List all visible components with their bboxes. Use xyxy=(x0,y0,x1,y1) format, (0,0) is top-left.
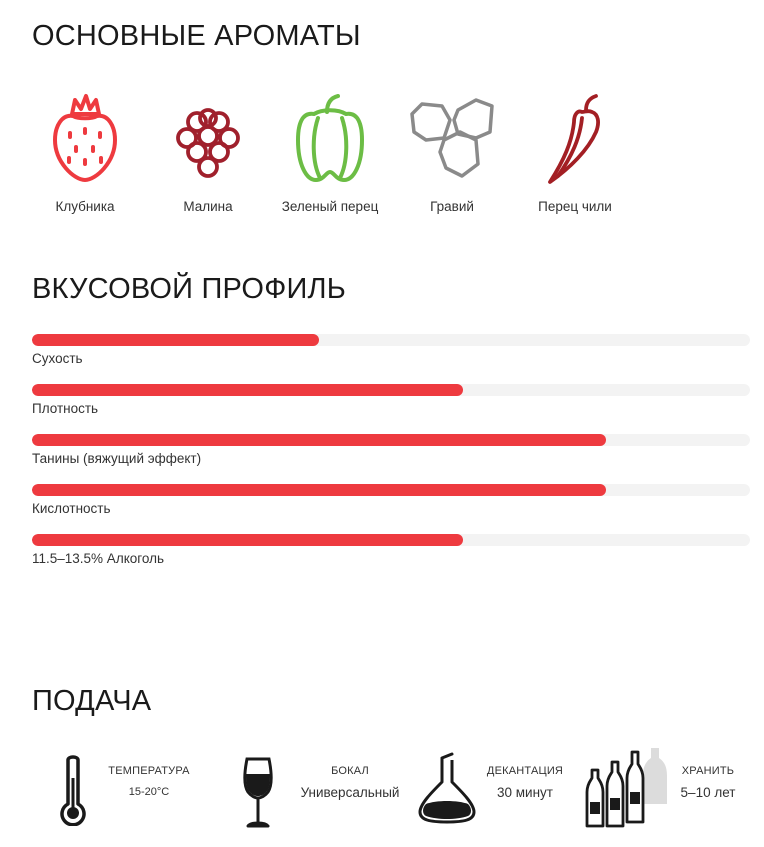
aroma-item: Малина xyxy=(143,92,273,214)
taste-bar-alcohol: 11.5–13.5% Алкоголь xyxy=(32,534,750,566)
aroma-label: Гравий xyxy=(430,199,474,214)
serving-value: Универсальный xyxy=(300,785,400,800)
taste-bar-acidity: Кислотность xyxy=(32,484,750,516)
serving-temperature: ТЕМПЕРАТУРА 15-20°C xyxy=(84,765,214,798)
serving-title: ХРАНИТЬ xyxy=(681,765,735,777)
serving-title: БОКАЛ xyxy=(331,765,369,777)
serving-value: 30 минут xyxy=(497,785,553,800)
aroma-label: Клубника xyxy=(55,199,115,214)
aroma-item: Перец чили xyxy=(510,92,640,214)
serving-title: ТЕМПЕРАТУРА xyxy=(108,765,190,777)
thermometer-icon xyxy=(60,755,86,826)
wine-glass-icon xyxy=(243,757,273,828)
aroma-item: Клубника xyxy=(20,92,150,214)
bar-fill xyxy=(32,334,320,346)
serving-heading: ПОДАЧА xyxy=(32,685,152,717)
gravel-icon xyxy=(410,98,494,178)
serving-value: 15-20°C xyxy=(128,786,170,798)
bar-fill xyxy=(32,534,463,546)
aromas-heading: ОСНОВНЫЕ АРОМАТЫ xyxy=(32,20,361,52)
taste-profile-heading: ВКУСОВОЙ ПРОФИЛЬ xyxy=(32,273,346,305)
aroma-item: Зеленый перец xyxy=(265,92,395,214)
taste-bar-body: Плотность xyxy=(32,384,750,416)
bar-track xyxy=(32,384,750,396)
bar-track xyxy=(32,484,750,496)
serving-value: 5–10 лет xyxy=(680,785,736,800)
bar-fill xyxy=(32,484,607,496)
bar-label: Сухость xyxy=(32,351,83,366)
bar-track xyxy=(32,334,750,346)
serving-title: ДЕКАНТАЦИЯ xyxy=(486,765,564,777)
taste-bar-tannins: Танины (вяжущий эффект) xyxy=(32,434,750,466)
bar-label: Плотность xyxy=(32,401,99,416)
bar-label: Кислотность xyxy=(32,501,111,516)
taste-bar-dryness: Сухость xyxy=(32,334,750,366)
bar-track xyxy=(32,534,750,546)
aroma-label: Зеленый перец xyxy=(281,199,379,214)
bar-fill xyxy=(32,384,463,396)
green-pepper-icon xyxy=(296,94,364,182)
bar-track xyxy=(32,434,750,446)
bar-fill xyxy=(32,434,607,446)
bar-label: 11.5–13.5% Алкоголь xyxy=(32,551,165,566)
serving-decanting: ДЕКАНТАЦИЯ 30 минут xyxy=(460,765,590,800)
aroma-label: Перец чили xyxy=(538,199,612,214)
bar-label: Танины (вяжущий эффект) xyxy=(32,451,202,466)
decanter-icon xyxy=(418,752,476,824)
serving-storage: ХРАНИТЬ 5–10 лет xyxy=(643,765,764,800)
chili-pepper-icon xyxy=(548,94,600,184)
raspberry-icon xyxy=(176,108,240,178)
strawberry-icon xyxy=(53,94,117,182)
aroma-label: Малина xyxy=(183,199,233,214)
serving-glass: БОКАЛ Универсальный xyxy=(285,765,415,800)
aroma-item: Гравий xyxy=(387,92,517,214)
bottles-icon xyxy=(585,748,667,828)
